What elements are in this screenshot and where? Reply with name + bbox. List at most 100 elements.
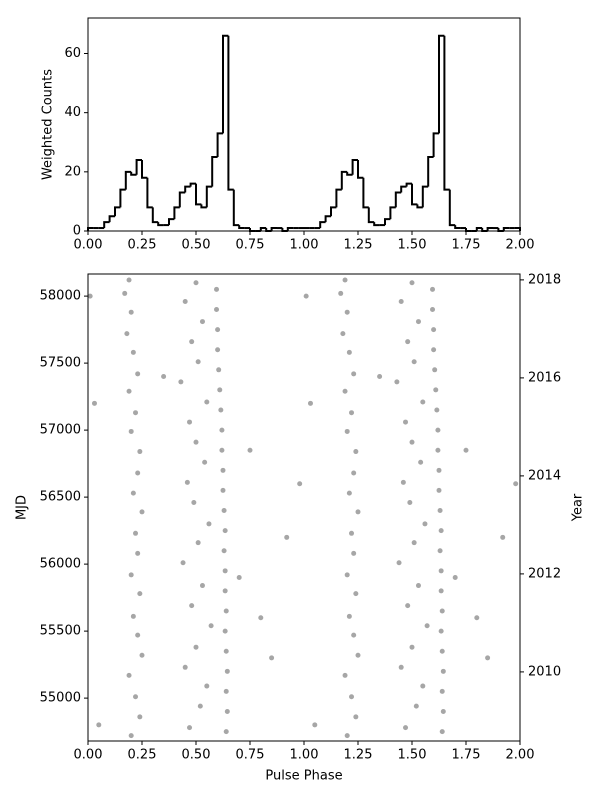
histogram-step	[405, 182, 412, 187]
histogram-step	[173, 206, 180, 220]
photon-point	[215, 347, 221, 353]
photon-point	[351, 371, 357, 377]
photon-point	[420, 399, 426, 405]
histogram-step	[119, 188, 126, 208]
photon-point	[438, 528, 444, 534]
histogram-step	[384, 218, 391, 226]
photon-point	[409, 439, 415, 445]
y-axis-label: Weighted Counts	[41, 69, 56, 180]
photon-point	[221, 548, 227, 554]
photon-point	[431, 347, 437, 353]
histogram-step	[141, 160, 148, 179]
photon-point	[139, 652, 145, 658]
photon-point	[349, 694, 355, 700]
photon-point	[191, 499, 197, 505]
photon-point	[218, 407, 224, 413]
histogram-step	[400, 185, 407, 193]
histogram-step	[389, 206, 396, 220]
photon-point	[312, 722, 318, 728]
photon-point	[122, 290, 128, 296]
photon-point	[189, 603, 195, 609]
histogram-step	[211, 156, 218, 187]
photon-point	[128, 733, 134, 739]
photon-point	[474, 615, 480, 621]
x-tick-label: 1.50	[398, 238, 427, 253]
x-tick-label: 1.00	[290, 748, 319, 763]
y-tick-label: 57000	[40, 423, 81, 438]
histogram-step	[481, 228, 488, 232]
photon-point	[303, 293, 309, 299]
photon-point	[137, 449, 143, 455]
y-tick-label: 55500	[40, 624, 81, 639]
x-tick-label: 0.00	[74, 748, 103, 763]
photon-point	[135, 470, 141, 476]
photon-point	[87, 293, 93, 299]
histogram-step	[330, 206, 337, 217]
photon-point	[400, 479, 406, 485]
plot-frame	[87, 273, 521, 742]
photon-point	[223, 648, 229, 654]
histogram-step	[227, 35, 234, 191]
y-tick-label: 57500	[40, 356, 81, 371]
x-tick-label: 0.25	[128, 238, 157, 253]
y-tick-label: 55000	[40, 691, 81, 706]
photon-point	[500, 534, 506, 540]
y-tick-label: 56500	[40, 490, 81, 505]
photon-point	[353, 449, 359, 455]
photon-point	[405, 339, 411, 345]
y2-axis-label: Year	[571, 493, 586, 522]
photon-point	[439, 688, 445, 694]
histogram-step	[443, 35, 450, 191]
y2-tick-label: 2010	[528, 664, 561, 679]
histogram-step	[340, 170, 348, 190]
photon-point	[349, 410, 355, 416]
histogram-step	[465, 228, 472, 232]
histogram-step	[151, 207, 159, 224]
histogram-step	[157, 222, 164, 227]
photon-point	[403, 419, 409, 425]
histogram-step	[184, 185, 191, 193]
photon-point	[434, 407, 440, 413]
photon-point	[224, 668, 230, 674]
photon-point	[355, 509, 361, 515]
photon-point	[353, 591, 359, 597]
histogram-step	[205, 185, 213, 208]
photon-point	[307, 400, 313, 406]
photon-point	[411, 359, 417, 365]
histogram-step	[130, 171, 137, 176]
photon-point	[351, 632, 357, 638]
photon-point	[513, 481, 519, 487]
photon-point	[344, 428, 350, 434]
photon-point	[411, 540, 417, 546]
x-tick-label: 1.75	[452, 238, 481, 253]
photon-point	[219, 447, 225, 453]
photon-point	[130, 349, 136, 355]
histogram-step	[454, 225, 461, 230]
histogram-step	[222, 34, 229, 134]
y-tick-label: 40	[64, 105, 81, 120]
y2-tick-label: 2012	[528, 566, 561, 581]
y-tick-label: 20	[64, 164, 81, 179]
photon-point	[409, 644, 415, 650]
x-tick-label: 2.00	[506, 748, 535, 763]
histogram-step	[351, 159, 358, 175]
y-axis-label: MJD	[15, 495, 30, 520]
photon-point	[247, 447, 253, 453]
photon-point	[126, 388, 132, 394]
photon-point	[182, 664, 188, 670]
photon-point	[431, 327, 437, 333]
photon-point	[133, 410, 139, 416]
histogram-step	[502, 227, 510, 231]
photon-point	[394, 379, 400, 385]
plot-frame	[87, 17, 521, 232]
photon-point	[206, 521, 212, 527]
photon-point	[415, 319, 421, 325]
x-tick-label: 0.00	[74, 238, 103, 253]
y-tick-label: 60	[64, 46, 81, 61]
photon-point	[405, 603, 411, 609]
photon-point	[485, 655, 491, 661]
photon-point	[355, 652, 361, 658]
photon-point	[133, 694, 139, 700]
photon-point	[346, 490, 352, 496]
photon-point	[221, 508, 227, 514]
